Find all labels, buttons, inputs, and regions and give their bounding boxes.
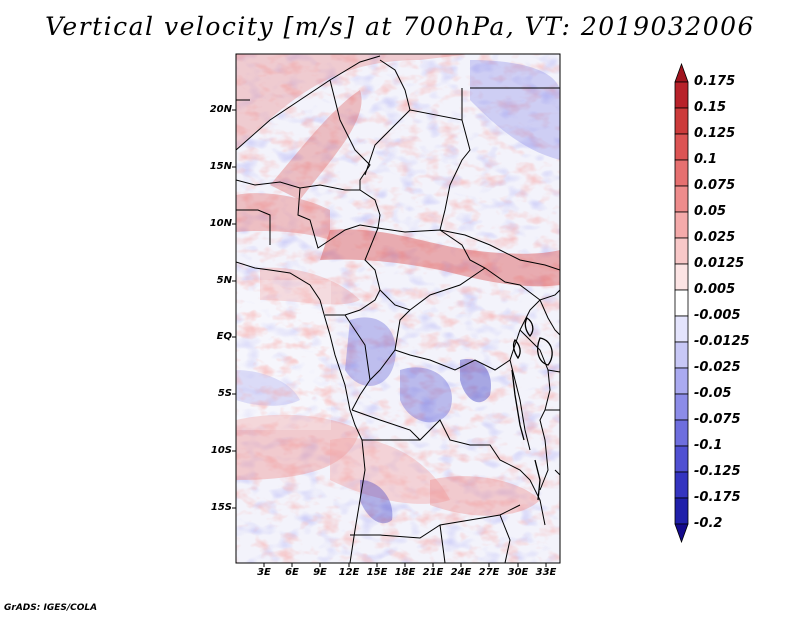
colorbar-swatch <box>674 367 689 395</box>
latitude-ticks <box>232 109 236 509</box>
colorbar-label: -0.175 <box>694 490 741 505</box>
colorbar-label: -0.05 <box>694 386 732 401</box>
colorbar-label: 0.15 <box>694 100 727 115</box>
colorbar-arrow-top <box>674 62 689 83</box>
colorbar-label: 0.005 <box>694 282 736 297</box>
lat-label-5s: 5S <box>217 388 232 399</box>
lat-label-5n: 5N <box>216 275 232 286</box>
colorbar-label: -0.125 <box>694 464 741 479</box>
lat-label-20n: 20N <box>209 104 232 115</box>
colorbar-label: 0.025 <box>694 230 736 245</box>
colorbar-swatch <box>674 289 689 317</box>
lat-label-10s: 10S <box>210 445 232 456</box>
colorbar-label: 0.125 <box>694 126 736 141</box>
colorbar-swatch <box>674 419 689 447</box>
colorbar-swatch <box>674 133 689 161</box>
colorbar-label: 0.0125 <box>694 256 745 271</box>
colorbar-swatch <box>674 471 689 499</box>
colorbar-label: -0.2 <box>694 516 723 531</box>
lon-label-21e: 21E <box>422 567 444 578</box>
colorbar-label: 0.1 <box>694 152 718 167</box>
map-field <box>236 54 560 563</box>
lat-label-15n: 15N <box>209 161 232 172</box>
lat-label-15s: 15S <box>210 502 232 513</box>
colorbar-label: -0.005 <box>694 308 741 323</box>
lat-label-10n: 10N <box>209 218 232 229</box>
lon-label-12e: 12E <box>338 567 360 578</box>
lon-label-18e: 18E <box>394 567 416 578</box>
colorbar-label: -0.0125 <box>694 334 750 349</box>
colorbar-label: 0.175 <box>694 74 736 89</box>
country-boundaries <box>236 55 560 563</box>
lat-label-eq: EQ <box>216 331 232 342</box>
colorbar-label: -0.1 <box>694 438 723 453</box>
lon-label-9e: 9E <box>313 567 327 578</box>
map-frame <box>235 53 561 564</box>
colorbar-swatch <box>674 237 689 265</box>
colorbar-swatch <box>674 185 689 213</box>
longitude-ticks <box>263 563 547 567</box>
lon-label-3e: 3E <box>257 567 271 578</box>
colorbar-swatch <box>674 81 689 109</box>
colorbar-label: -0.025 <box>694 360 741 375</box>
colorbar-swatch <box>674 393 689 421</box>
colorbar-swatch <box>674 445 689 473</box>
colorbar-swatch <box>674 107 689 135</box>
colorbar-arrow-bottom <box>674 523 689 544</box>
colorbar-label: 0.05 <box>694 204 727 219</box>
colorbar-swatch <box>674 159 689 187</box>
lon-label-24e: 24E <box>450 567 472 578</box>
colorbar-swatch <box>674 211 689 239</box>
map-title: Vertical velocity [m/s] at 700hPa, VT: 2… <box>45 12 755 41</box>
lon-label-15e: 15E <box>366 567 388 578</box>
colorbar-label: 0.075 <box>694 178 736 193</box>
lon-label-30e: 30E <box>507 567 529 578</box>
grads-credit: GrADS: IGES/COLA <box>4 603 98 613</box>
colorbar-swatch <box>674 341 689 369</box>
colorbar-label: -0.075 <box>694 412 741 427</box>
lon-label-27e: 27E <box>478 567 500 578</box>
colorbar-swatch <box>674 497 689 525</box>
lon-label-6e: 6E <box>285 567 299 578</box>
lon-label-33e: 33E <box>535 567 557 578</box>
colorbar-swatch <box>674 315 689 343</box>
colorbar-swatch <box>674 263 689 291</box>
